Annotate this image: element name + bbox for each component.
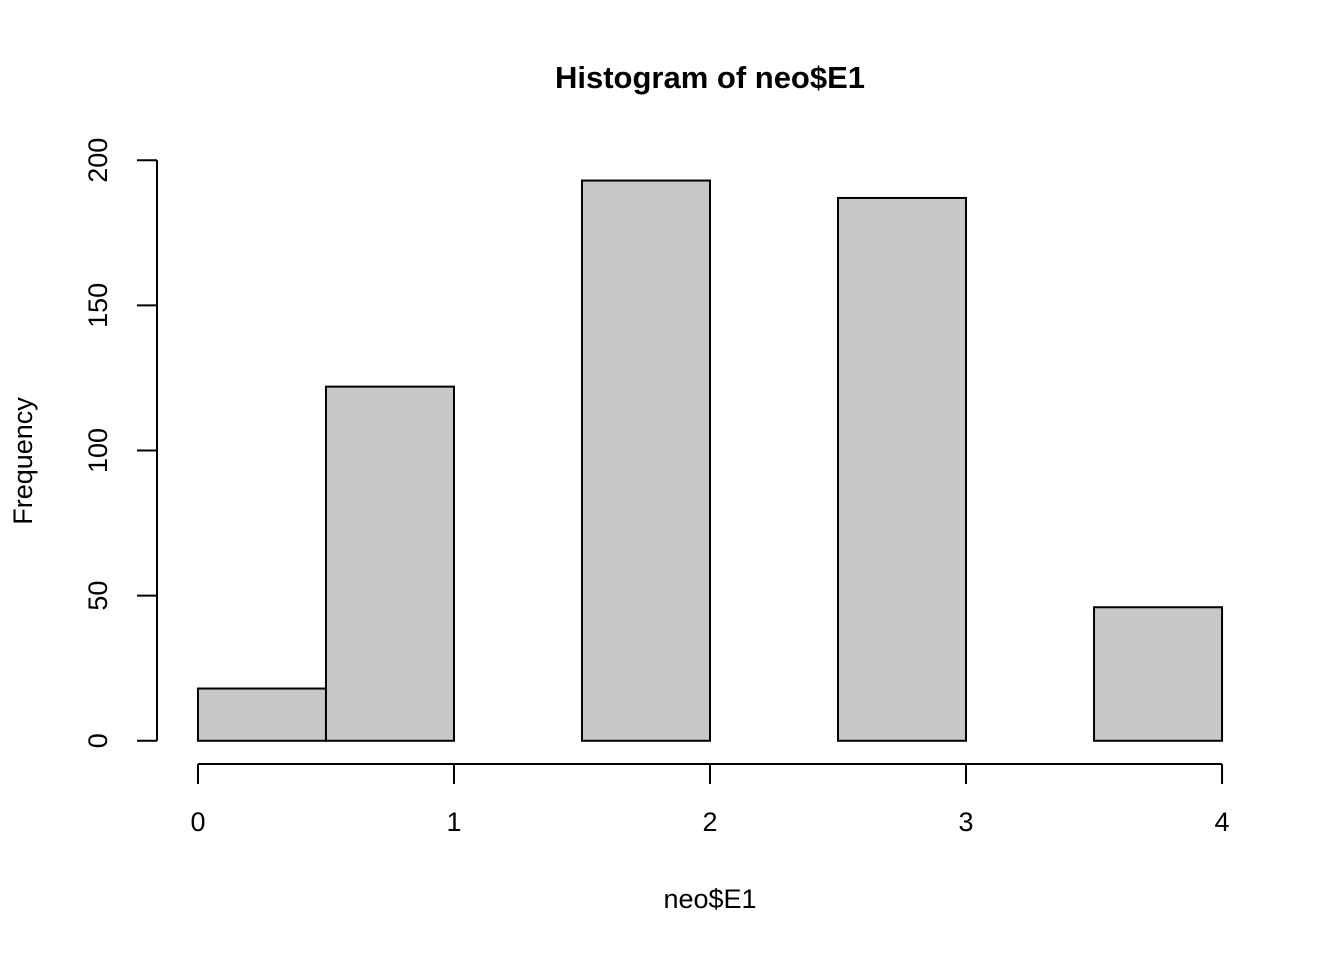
bar xyxy=(580,179,711,742)
bar xyxy=(196,687,327,742)
x-axis-label: neo$E1 xyxy=(663,884,756,914)
x-tick-label: 4 xyxy=(1215,807,1230,837)
y-tick-label: 50 xyxy=(83,581,113,611)
x-tick-label: 0 xyxy=(190,807,205,837)
bar xyxy=(1093,606,1224,742)
y-tick-label: 150 xyxy=(83,283,113,328)
y-tick-label: 200 xyxy=(83,138,113,183)
bar xyxy=(837,196,968,742)
chart-title: Histogram of neo$E1 xyxy=(555,60,865,95)
y-axis-label: Frequency xyxy=(8,397,38,525)
x-tick-label: 1 xyxy=(446,807,461,837)
bar xyxy=(324,385,455,742)
y-tick-label: 100 xyxy=(83,428,113,473)
y-tick-label: 0 xyxy=(83,733,113,748)
x-tick-label: 2 xyxy=(702,807,717,837)
x-tick-label: 3 xyxy=(959,807,974,837)
